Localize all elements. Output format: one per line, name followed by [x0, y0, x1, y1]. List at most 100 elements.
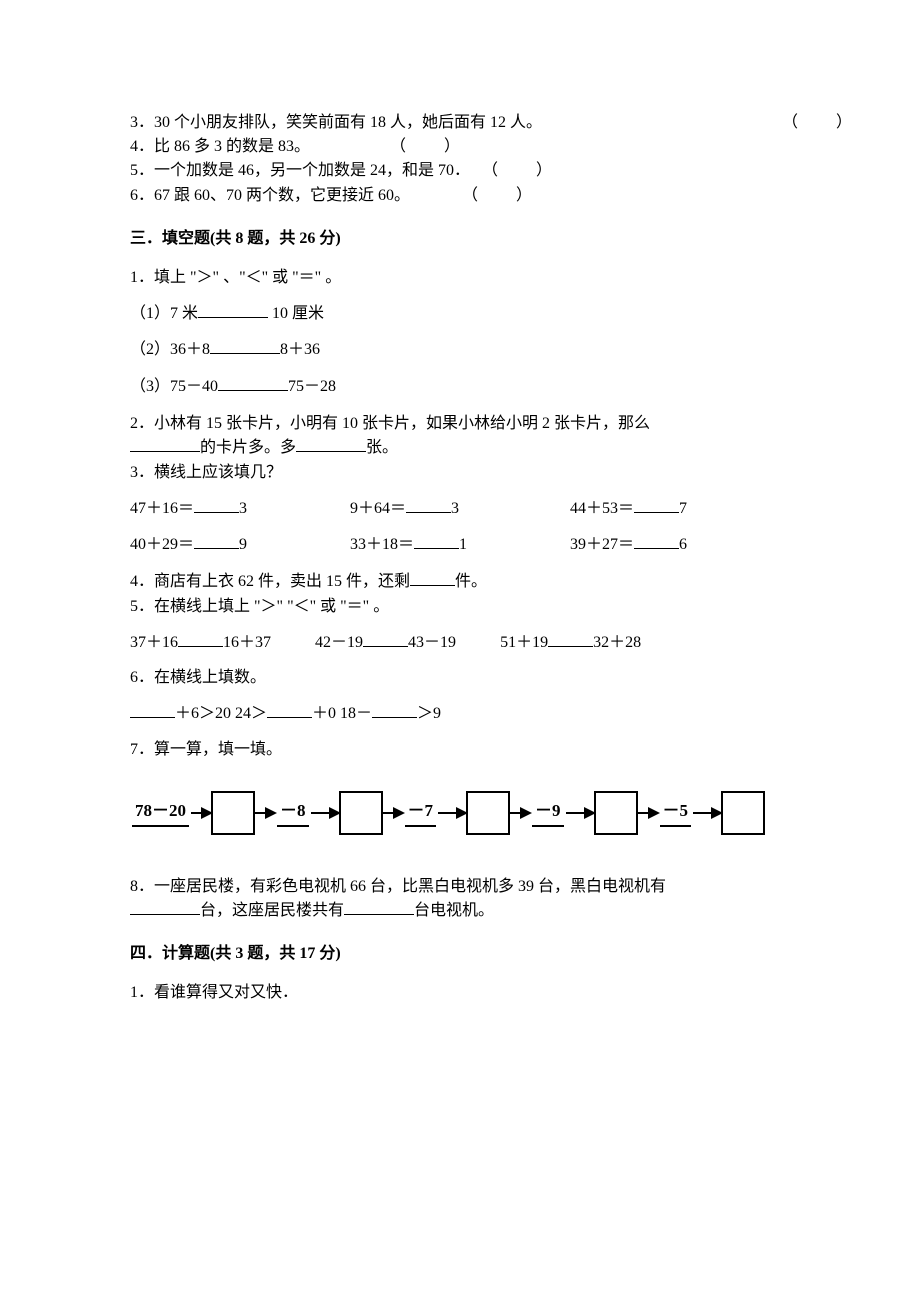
blank	[414, 532, 459, 549]
tf-paren: （ ）	[390, 138, 462, 155]
page-container: 3．30 个小朋友排队，笑笑前面有 18 人，她后面有 12 人。（ ） 4．比…	[0, 0, 920, 1077]
eq-lhs: 39＋27＝	[570, 536, 634, 553]
blank	[194, 532, 239, 549]
q3-8: 8．一座居民楼，有彩色电视机 66 台，比黑白电视机多 39 台，黑白电视机有 …	[130, 875, 790, 922]
flow-label: －9	[532, 799, 564, 827]
q3-8-c: 台电视机。	[414, 902, 494, 919]
tf-paren: （ ）	[482, 162, 554, 179]
tf-item: 6．67 跟 60、70 两个数，它更接近 60。（ ）	[130, 184, 790, 207]
tf-item: 3．30 个小朋友排队，笑笑前面有 18 人，她后面有 12 人。（ ）	[130, 111, 790, 134]
cmp-group: 51＋19 32＋28	[500, 630, 641, 654]
eq-rhs: 6	[679, 536, 687, 553]
section3-title: 三．填空题(共 8 题，共 26 分)	[130, 227, 790, 250]
blank	[130, 435, 200, 452]
arrow-icon	[693, 812, 721, 814]
cmp-group: 42－1943－19	[315, 630, 456, 654]
flow-diagram: 78－20 －8 －7 －9 －5	[130, 791, 790, 835]
arrow-icon	[191, 812, 211, 814]
tf-num: 6	[130, 187, 138, 204]
eq-lhs: 40＋29＝	[130, 536, 194, 553]
q3-1b-lhs: （2）36＋8	[130, 341, 210, 358]
eq-lhs: 9＋64＝	[350, 500, 406, 517]
q3-6-b: ＋0 18－	[312, 705, 372, 722]
blank	[363, 630, 408, 647]
q3-1a-lhs: （1）7 米	[130, 305, 198, 322]
flow-label: 78－20	[132, 799, 189, 827]
eq-cell: 40＋29＝ 9	[130, 532, 350, 556]
eq-rhs: 3	[239, 500, 247, 517]
arrow-icon	[311, 812, 339, 814]
eq-lhs: 33＋18＝	[350, 536, 414, 553]
flow-box	[594, 791, 638, 835]
q3-2-line1: 2．小林有 15 张卡片，小明有 10 张卡片，如果小林给小明 2 张卡片，那么	[130, 415, 650, 432]
q3-2: 2．小林有 15 张卡片，小明有 10 张卡片，如果小林给小明 2 张卡片，那么…	[130, 412, 790, 459]
q4-1: 1．看谁算得又对又快．	[130, 981, 790, 1004]
q3-4-a: 4．商店有上衣 62 件，卖出 15 件，还剩	[130, 573, 410, 590]
q3-6-c: ＞9	[417, 705, 441, 722]
q3-1b: （2）36＋88＋36	[130, 337, 790, 361]
blank	[410, 569, 455, 586]
q3-8-b: 台，这座居民楼共有	[200, 902, 344, 919]
flow-label: －7	[405, 799, 437, 827]
q3-6-a: ＋6＞20 24＞	[175, 705, 267, 722]
arrow-icon	[638, 812, 658, 814]
q3-6-stem: 6．在横线上填数。	[130, 666, 790, 689]
blank	[194, 496, 239, 513]
tf-text: 一个加数是 46，另一个加数是 24，和是 70．	[154, 162, 470, 179]
blank	[210, 337, 280, 354]
q3-4: 4．商店有上衣 62 件，卖出 15 件，还剩 件。	[130, 569, 790, 593]
q3-3-row2: 40＋29＝ 9 33＋18＝1 39＋27＝ 6	[130, 532, 790, 556]
eq-cell: 39＋27＝ 6	[570, 532, 790, 556]
eq-cell: 47＋16＝ 3	[130, 496, 350, 520]
arrow-icon	[438, 812, 466, 814]
blank	[198, 301, 268, 318]
flow-box	[339, 791, 383, 835]
tf-num: 3	[130, 114, 138, 131]
blank	[218, 374, 288, 391]
blank	[178, 630, 223, 647]
q3-1a: （1）7 米 10 厘米	[130, 301, 790, 325]
eq-lhs: 44＋53＝	[570, 500, 634, 517]
q3-5-row: 37＋16 16＋37 42－1943－19 51＋19 32＋28	[130, 630, 790, 654]
tf-paren: （ ）	[782, 114, 854, 131]
flow-label: －5	[660, 799, 692, 827]
q3-7-stem: 7．算一算，填一填。	[130, 738, 790, 761]
q3-1c: （3）75－4075－28	[130, 374, 790, 398]
eq-rhs: 3	[451, 500, 459, 517]
tf-paren: （ ）	[462, 187, 534, 204]
cmp-l: 51＋19	[500, 634, 548, 651]
eq-rhs: 9	[239, 536, 247, 553]
blank	[130, 701, 175, 718]
blank	[344, 898, 414, 915]
cmp-r: 32＋28	[593, 634, 641, 651]
q3-3-stem: 3．横线上应该填几？	[130, 461, 790, 484]
eq-cell: 9＋64＝ 3	[350, 496, 570, 520]
eq-lhs: 47＋16＝	[130, 500, 194, 517]
q3-1c-rhs: 75－28	[288, 378, 336, 395]
eq-rhs: 7	[679, 500, 687, 517]
arrow-icon	[255, 812, 275, 814]
q3-2-tail: 张。	[366, 439, 398, 456]
eq-cell: 33＋18＝1	[350, 532, 570, 556]
tf-num: 4	[130, 138, 138, 155]
q3-1a-rhs: 10 厘米	[268, 305, 324, 322]
blank	[296, 435, 366, 452]
q3-3-row1: 47＋16＝ 3 9＋64＝ 3 44＋53＝ 7	[130, 496, 790, 520]
q3-6-line: ＋6＞20 24＞ ＋0 18－ ＞9	[130, 701, 790, 725]
tf-item: 4．比 86 多 3 的数是 83。（ ）	[130, 135, 790, 158]
arrow-icon	[510, 812, 530, 814]
flow-box	[211, 791, 255, 835]
q3-4-b: 件。	[455, 573, 487, 590]
tf-text: 比 86 多 3 的数是 83。	[154, 138, 310, 155]
cmp-l: 37＋16	[130, 634, 178, 651]
cmp-r: 43－19	[408, 634, 456, 651]
tf-num: 5	[130, 162, 138, 179]
blank	[548, 630, 593, 647]
cmp-group: 37＋16 16＋37	[130, 630, 271, 654]
flow-box	[466, 791, 510, 835]
cmp-r: 16＋37	[223, 634, 271, 651]
flow-box	[721, 791, 765, 835]
blank	[406, 496, 451, 513]
q3-5-stem: 5．在横线上填上 "＞" "＜" 或 "＝" 。	[130, 595, 790, 618]
tf-item: 5．一个加数是 46，另一个加数是 24，和是 70．（ ）	[130, 159, 790, 182]
